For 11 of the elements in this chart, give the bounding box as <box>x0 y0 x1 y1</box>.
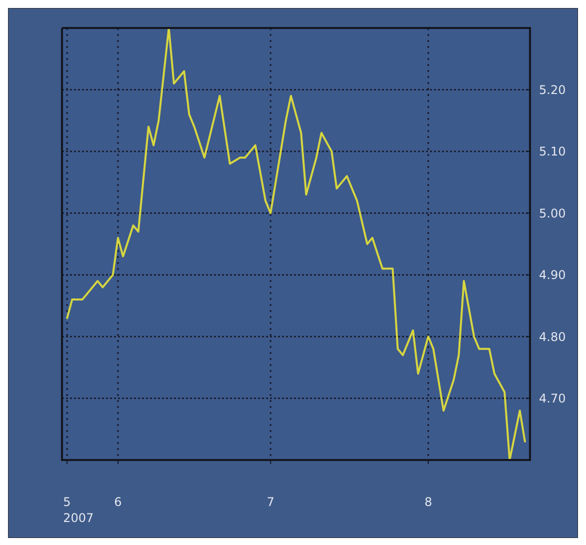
x-tick-label: 7 <box>266 495 274 509</box>
y-tick-label: 5.20 <box>539 82 566 97</box>
x-tick-label: 6 <box>114 495 122 509</box>
y-tick-label: 4.70 <box>539 391 566 406</box>
x-tick-label: 8 <box>424 495 432 509</box>
y-tick-label: 4.90 <box>539 268 566 282</box>
line-series <box>66 27 526 461</box>
x-tick-label: 5 2007 <box>63 495 94 525</box>
y-tick-label: 5.00 <box>539 206 566 220</box>
y-tick-label: 5.10 <box>539 144 566 159</box>
y-tick-label: 4.80 <box>539 330 566 344</box>
